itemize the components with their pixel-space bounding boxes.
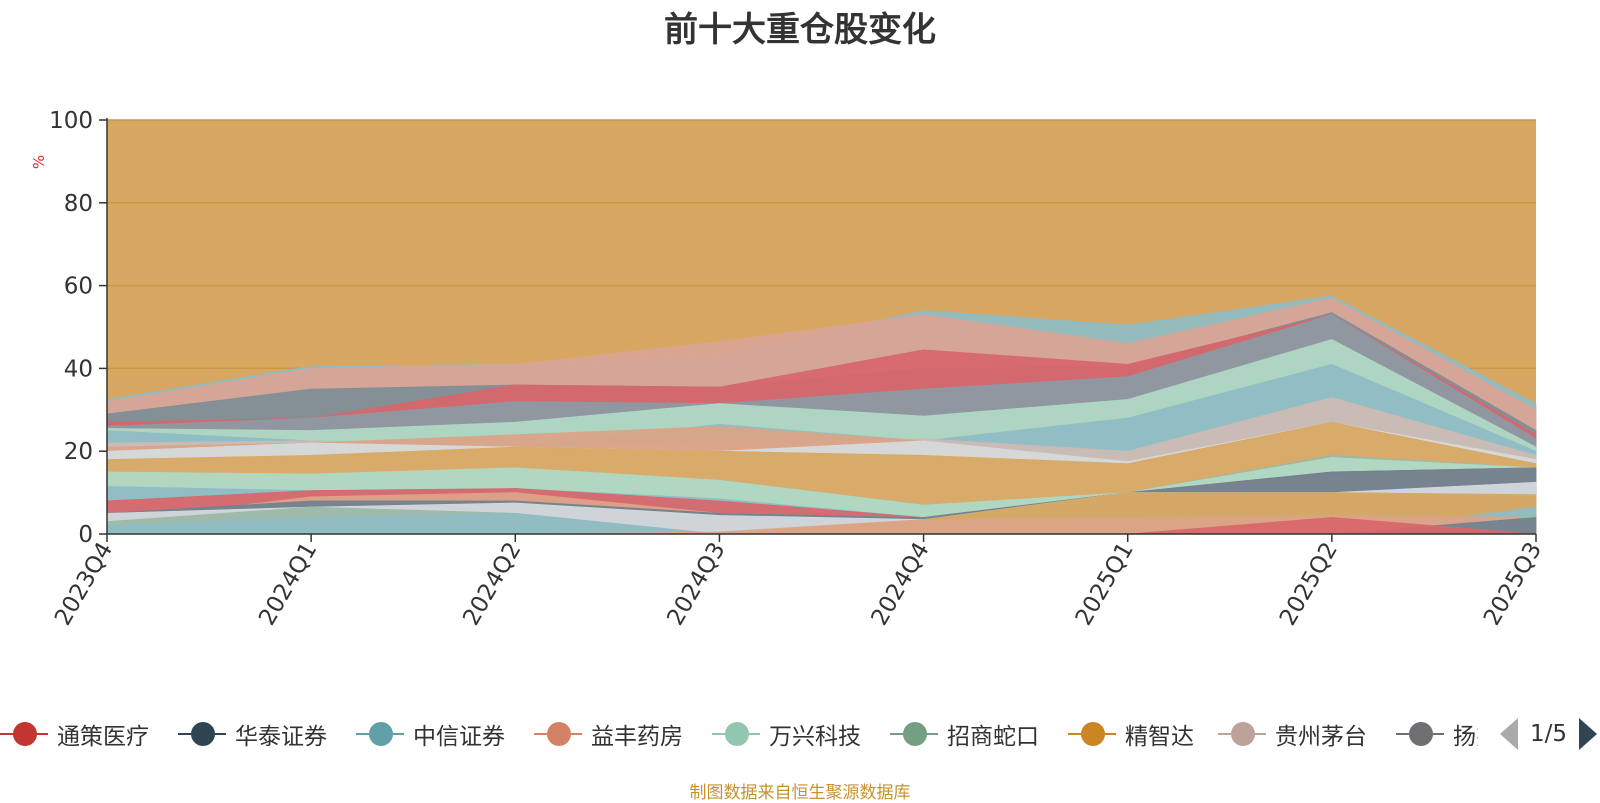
legend-marker-icon (712, 721, 760, 747)
x-tick-label: 2024Q2 (458, 538, 526, 630)
pager-page-indicator: 1/5 (1530, 721, 1568, 747)
legend-pager: 1/5 (1500, 716, 1598, 752)
y-tick-label: 40 (64, 356, 93, 382)
pager-prev-icon[interactable] (1500, 718, 1518, 750)
y-tick-label: 60 (64, 274, 93, 300)
legend-label: 贵州茅台 (1275, 724, 1367, 750)
legend-label: 万兴科技 (769, 724, 861, 750)
axes (99, 118, 1537, 542)
y-tick-labels: 0 20 40 60 80 100 (49, 108, 93, 548)
legend-label: 招商蛇口 (947, 724, 1039, 750)
x-tick-label: 2024Q4 (867, 538, 935, 630)
source-note: 制图数据来自恒生聚源数据库 (689, 783, 911, 803)
y-axis-label: % (30, 155, 48, 169)
y-tick-label: 100 (49, 108, 93, 134)
x-tick-label: 2024Q1 (254, 538, 322, 630)
legend-label: 扬杰科技 (1453, 724, 1478, 750)
pager-next-icon[interactable] (1579, 718, 1598, 750)
legend-item[interactable]: 贵州茅台 (1218, 716, 1367, 752)
legend-marker-icon (1396, 721, 1444, 747)
legend-item[interactable]: 精智达 (1068, 716, 1194, 752)
y-tick-label: 80 (64, 191, 93, 217)
legend-item[interactable]: 万兴科技 (712, 716, 861, 752)
y-tick-label: 20 (64, 439, 93, 465)
legend-marker-icon (1068, 721, 1116, 747)
legend-items: 通策医疗 华泰证券 中信证券 益丰药房 万兴科技 招商蛇口 精智达 贵州茅台 扬杰科技 (0, 716, 1478, 752)
legend-marker-icon (534, 721, 582, 747)
legend-label: 通策医疗 (57, 724, 149, 750)
y-tick-label: 0 (78, 522, 93, 548)
chart-title: 前十大重仓股变化 (664, 10, 936, 50)
x-tick-label: 2025Q2 (1275, 538, 1343, 630)
legend-label: 精智达 (1125, 724, 1194, 750)
legend: 通策医疗 华泰证券 中信证券 益丰药房 万兴科技 招商蛇口 精智达 贵州茅台 扬杰科技 1/5 (0, 716, 1600, 752)
legend-label: 华泰证券 (235, 724, 327, 750)
legend-marker-icon (890, 721, 938, 747)
legend-item[interactable]: 益丰药房 (534, 716, 683, 752)
x-tick-labels: 2023Q4 2024Q1 2024Q2 2024Q3 2024Q4 2025Q1 2025… (50, 538, 1547, 630)
legend-item[interactable]: 通策医疗 (0, 716, 149, 752)
x-tick-label: 2023Q4 (50, 538, 118, 630)
legend-marker-icon (1218, 721, 1266, 747)
x-tick-label: 2025Q3 (1479, 538, 1547, 630)
legend-item[interactable]: 扬杰科技 (1396, 716, 1478, 752)
legend-marker-icon (356, 721, 404, 747)
area-series-group (106, 295, 1537, 535)
legend-marker-icon (0, 721, 48, 747)
legend-label: 中信证券 (413, 724, 505, 750)
legend-label: 益丰药房 (591, 724, 683, 750)
legend-item[interactable]: 中信证券 (356, 716, 505, 752)
legend-item[interactable]: 华泰证券 (178, 716, 327, 752)
legend-item[interactable]: 招商蛇口 (890, 716, 1039, 752)
legend-marker-icon (178, 721, 226, 747)
x-tick-label: 2024Q3 (662, 538, 730, 630)
x-tick-label: 2025Q1 (1071, 538, 1139, 630)
